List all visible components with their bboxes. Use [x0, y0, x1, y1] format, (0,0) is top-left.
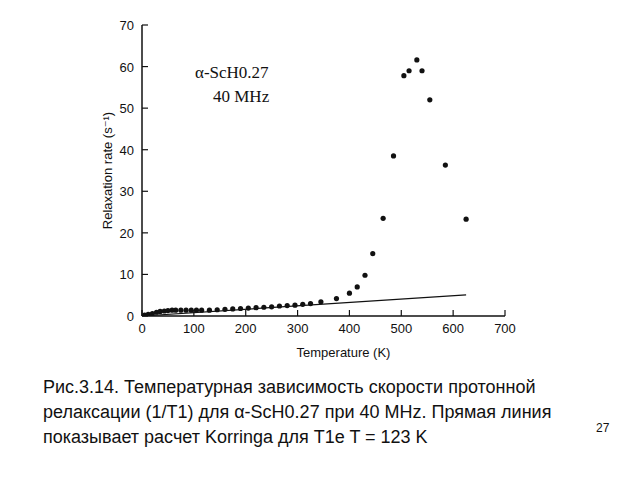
data-point [355, 284, 360, 289]
plot-marks [142, 57, 469, 316]
y-tick [142, 149, 148, 150]
x-tick [453, 310, 454, 316]
caption-line: релаксации (1/T1) для α-ScH0.27 при 40 M… [43, 402, 551, 422]
data-point [253, 305, 258, 310]
data-point [464, 217, 469, 222]
y-tick-label: 10 [120, 267, 134, 282]
page: 0 100 200 300 400 500 600 700 0 10 20 30 40 50 60 70 Tem… [0, 0, 640, 480]
data-point [292, 303, 297, 308]
x-tick-label: 300 [287, 321, 309, 336]
x-tick [297, 310, 298, 316]
data-point [334, 296, 339, 301]
y-tick [142, 108, 148, 109]
data-point [427, 97, 432, 102]
data-point [347, 291, 352, 296]
caption-line: Рис.3.14. Температурная зависимость скор… [43, 377, 536, 397]
y-tick-label: 60 [120, 60, 134, 75]
x-tick-label: 500 [390, 321, 412, 336]
data-point [362, 273, 367, 278]
y-tick [142, 66, 148, 67]
data-point [419, 68, 424, 73]
x-tick-label: 100 [183, 321, 205, 336]
data-point [391, 153, 396, 158]
data-point [238, 306, 243, 311]
data-point [443, 162, 448, 167]
page-number: 27 [596, 421, 610, 435]
y-tick-label: 0 [127, 309, 134, 324]
x-axis [142, 315, 505, 317]
x-tick-label: 400 [339, 321, 361, 336]
x-tick-label: 600 [442, 321, 464, 336]
y-tick-label: 70 [120, 18, 134, 33]
y-tick-label: 40 [120, 143, 134, 158]
x-tick-label: 0 [138, 321, 145, 336]
y-tick [142, 191, 148, 192]
data-point [183, 308, 188, 313]
background [0, 0, 640, 480]
y-axis [141, 25, 143, 316]
x-tick-label: 700 [494, 321, 516, 336]
x-tick [245, 310, 246, 316]
data-point [277, 303, 282, 308]
y-tick [142, 274, 148, 275]
data-point [401, 73, 406, 78]
data-point [381, 216, 386, 221]
y-tick [142, 24, 148, 25]
caption-line: показывает расчет Korringa для T1e T = 1… [43, 427, 428, 447]
data-point [261, 305, 266, 310]
x-axis-label: Temperature (K) [297, 345, 391, 360]
y-tick [142, 232, 148, 233]
data-point [370, 251, 375, 256]
data-point [246, 306, 251, 311]
annotation: α-ScH0.27 [195, 63, 269, 82]
x-tick-label: 200 [235, 321, 257, 336]
y-tick-label: 50 [120, 101, 134, 116]
x-tick [504, 310, 505, 316]
data-point [189, 308, 194, 313]
data-point [285, 303, 290, 308]
data-point [173, 308, 178, 313]
annotation: 40 MHz [213, 87, 270, 106]
y-tick-label: 20 [120, 226, 134, 241]
data-point [178, 308, 183, 313]
x-tick [401, 310, 402, 316]
korringa-line [142, 295, 466, 316]
x-tick [349, 310, 350, 316]
data-point [414, 57, 419, 62]
y-tick-label: 30 [120, 184, 134, 199]
y-axis-label: Relaxation rate (s⁻¹) [100, 112, 115, 229]
data-point [406, 68, 411, 73]
